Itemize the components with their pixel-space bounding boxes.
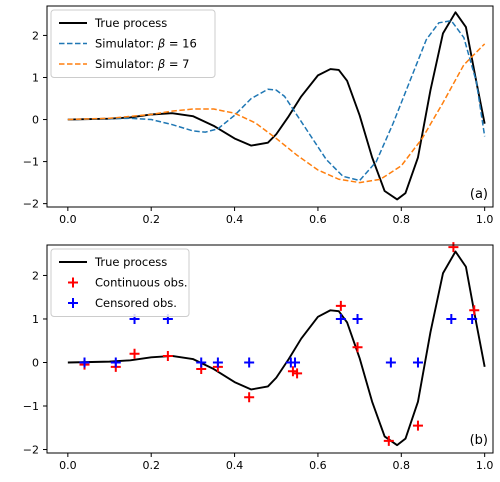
scatter-point-continuous (335, 300, 346, 311)
scatter-point-censored (110, 357, 121, 368)
legend-swatch (68, 298, 78, 308)
legend-box (50, 248, 190, 317)
scatter-point-continuous (292, 368, 303, 379)
panel-label: (a) (470, 187, 488, 202)
scatter-point-censored (446, 313, 457, 324)
x-tick-label: 0.8 (393, 459, 411, 472)
x-tick-label: 0.2 (142, 459, 160, 472)
scatter-point-censored (196, 357, 207, 368)
y-tick-label: −1 (23, 156, 39, 169)
scatter-point-censored (385, 357, 396, 368)
legend-label-prefix: Simulator: (95, 37, 158, 51)
y-tick-label: 2 (32, 269, 39, 282)
x-tick-label: 1.0 (476, 213, 494, 226)
legend-label-suffix: = 7 (165, 57, 189, 71)
chart-panel-b: 0.0 0.2 0.4 0.6 0.8 1.0 −2 −1 0 1 2 (b) True process… (23, 242, 494, 472)
x-tick-label: 0.0 (59, 459, 77, 472)
x-tick-label: 0.0 (59, 213, 77, 226)
legend-label: Simulator: β = 16 (95, 37, 197, 51)
chart-panel-a: 0.0 0.2 0.4 0.6 0.8 1.0 −2 −1 0 1 2 (a) True process… (23, 5, 494, 226)
plot-frame (46, 244, 494, 454)
scatter-point-censored (335, 313, 346, 324)
series-line-1 (67, 250, 486, 447)
legend-label: Continuous obs. (95, 276, 188, 290)
y-tick-label: −1 (23, 400, 39, 413)
scatter-point-censored (290, 357, 301, 368)
scatter-point-continuous (448, 242, 459, 253)
scatter-point-censored (467, 313, 478, 324)
legend-label-symbol: β (157, 57, 165, 71)
y-tick-label: −2 (23, 444, 39, 457)
scatter-point-continuous (469, 305, 480, 316)
y-tick-label: 1 (32, 71, 39, 84)
y-tick-label: 0 (32, 356, 39, 369)
scatter-point-censored (244, 357, 255, 368)
legend-label-symbol: β (157, 37, 165, 51)
series-line-3 (67, 43, 486, 184)
legend-swatch (68, 277, 78, 288)
legend-label: Simulator: β = 7 (95, 57, 189, 71)
legend-label: True process (94, 255, 167, 269)
x-tick-label: 0.4 (226, 459, 244, 472)
x-tick-label: 0.4 (226, 213, 244, 226)
scatter-point-censored (212, 357, 223, 368)
y-tick-label: −2 (23, 198, 39, 211)
scatter-point-continuous (412, 420, 423, 431)
legend-label: True process (94, 16, 167, 30)
scatter-point-censored (412, 357, 423, 368)
scatter-point-censored (352, 313, 363, 324)
panel-label: (b) (470, 433, 488, 448)
legend-box (50, 9, 216, 78)
scatter-point-continuous (352, 342, 363, 353)
x-tick-label: 0.8 (393, 213, 411, 226)
legend-label: Censored obs. (95, 296, 177, 310)
plot-frame (46, 5, 494, 208)
scatter-point-continuous (129, 348, 140, 359)
y-tick-label: 1 (32, 313, 39, 326)
scatter-point-censored (79, 357, 90, 368)
x-tick-label: 0.2 (142, 213, 160, 226)
scatter-point-continuous (244, 392, 255, 403)
x-tick-label: 0.6 (309, 213, 327, 226)
legend-label-suffix: = 16 (165, 37, 197, 51)
scatter-point-continuous (383, 435, 394, 446)
y-tick-label: 2 (32, 29, 39, 42)
series-line-2 (67, 19, 486, 182)
legend-label-prefix: Simulator: (95, 57, 158, 71)
x-tick-label: 1.0 (476, 459, 494, 472)
series-line-1 (67, 11, 486, 201)
scatter-point-continuous (162, 350, 173, 361)
x-tick-label: 0.6 (309, 459, 327, 472)
y-tick-label: 0 (32, 114, 39, 127)
